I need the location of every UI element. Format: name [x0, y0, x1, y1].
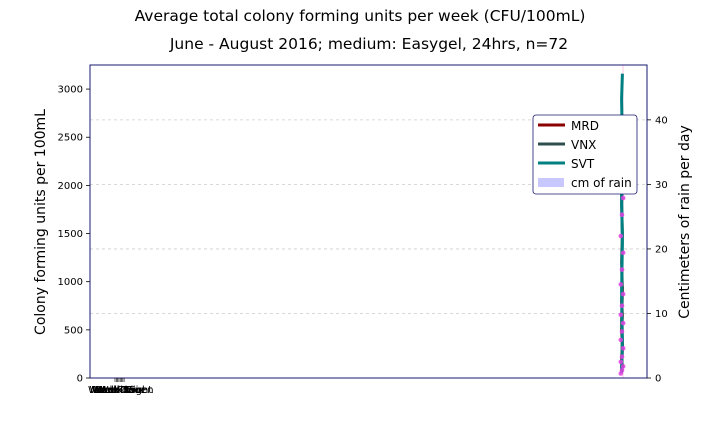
rain-point [619, 212, 625, 218]
y2-tick-label: 0 [655, 374, 661, 385]
y-tick-label: 1000 [58, 277, 83, 288]
y-tick-label: 2500 [58, 133, 83, 144]
x-tick-label: Week Two [92, 385, 141, 396]
legend: MRD VNX SVT cm of rain [532, 114, 638, 195]
rain-point [620, 250, 626, 256]
x-tick-label: Week One [90, 385, 141, 396]
plot-frame [89, 64, 648, 379]
rain-point [618, 233, 624, 239]
y2-tick-label: 10 [655, 309, 668, 320]
y-tick-label: 0 [77, 374, 83, 385]
rain-point [619, 329, 625, 334]
rain-point [618, 282, 624, 287]
rain-point [619, 354, 625, 360]
x-tick-label: Week Seven [92, 385, 153, 396]
y-tick-label: 500 [64, 325, 83, 336]
chart-title: Average total colony forming units per w… [135, 7, 586, 25]
y2-axis-ticks: 0 10 20 30 40 [647, 115, 668, 385]
legend-swatch-rain [538, 178, 564, 187]
rain-point [620, 195, 626, 201]
x-tick-label: Week Three [88, 385, 147, 396]
y-axis-ticks: 0 500 1000 1500 2000 2500 3000 [58, 85, 90, 385]
legend-label-svt: SVT [571, 157, 595, 171]
y-axis-label: Colony forming units per 100mL [33, 109, 49, 335]
rain-point [618, 312, 624, 318]
rain-point [620, 320, 626, 326]
rain-point [619, 267, 625, 272]
rain-point [619, 367, 625, 373]
y2-axis-label: Centimeters of rain per day [677, 125, 693, 318]
y-tick-label: 3000 [58, 85, 83, 96]
x-tick-label: Week Eight [96, 385, 152, 396]
rain-point [619, 303, 625, 309]
y-tick-label: 1500 [58, 229, 83, 240]
legend-label-rain: cm of rain [571, 176, 632, 190]
rain-point [620, 364, 626, 369]
rain-point [618, 337, 624, 343]
x-tick-label: Week Four [93, 385, 146, 396]
legend-box [532, 114, 638, 195]
y2-tick-label: 20 [655, 244, 668, 255]
y2-tick-label: 30 [655, 180, 668, 191]
x-tick-label: Week Six [99, 385, 145, 396]
rain-point [618, 359, 624, 365]
y2-tick-label: 40 [655, 115, 668, 126]
y-tick-label: 2000 [58, 181, 83, 192]
chart-subtitle: June - August 2016; medium: Easygel, 24h… [169, 35, 568, 53]
rain-point [620, 291, 626, 297]
legend-label-vnx: VNX [571, 138, 596, 152]
x-tick-label: Week Five [95, 385, 145, 396]
rain-point [620, 346, 626, 351]
legend-label-mrd: MRD [571, 119, 599, 133]
data-marks [618, 65, 626, 378]
